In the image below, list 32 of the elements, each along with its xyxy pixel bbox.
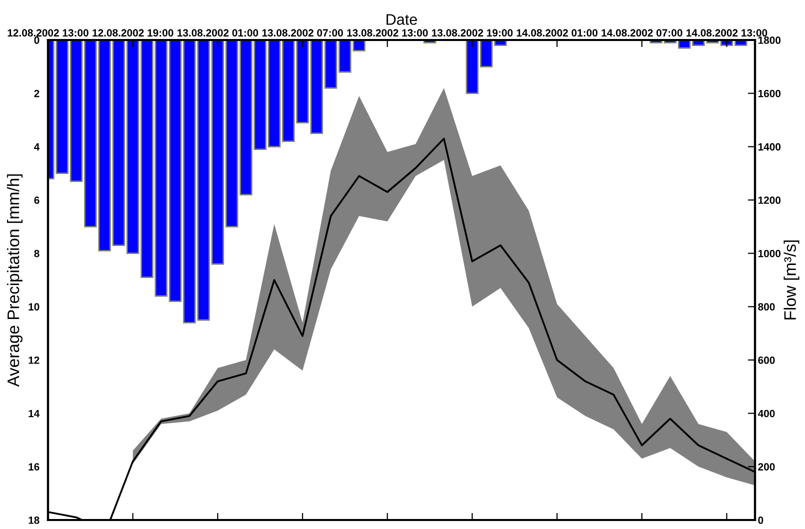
y-tick-label: 18 (28, 516, 40, 524)
x-tick-label: 13.08.2002 07:00 (262, 29, 343, 37)
y-tick-label: 4 (34, 143, 40, 150)
x-tick-label: 13.08.2002 19:00 (432, 29, 513, 37)
y-tick-label: 0 (34, 36, 40, 44)
y-tick-label: 14 (28, 410, 40, 418)
y-tick-label: 2 (34, 90, 40, 98)
y2-tick-label: 200 (758, 463, 775, 471)
y-tick-label: 12 (28, 356, 40, 364)
y2-tick-label: 400 (758, 410, 775, 418)
y2-tick-label: 1000 (758, 250, 781, 258)
x-tick-label: 14.08.2002 07:00 (602, 29, 682, 37)
x-tick-label: 14.08.2002 13:00 (686, 29, 768, 37)
y-tick-label: 10 (28, 303, 40, 311)
y2-tick-label: 1200 (758, 196, 781, 204)
x-tick-label: 12.08.2002 19:00 (92, 29, 174, 37)
y2-tick-label: 1600 (758, 90, 781, 98)
y-tick-label: 8 (34, 250, 40, 258)
x-tick-label: 13.08.2002 13:00 (347, 29, 428, 37)
y-tick-label: 16 (28, 463, 40, 471)
y-axis-title: Average Precipitation [mm/h] (6, 174, 23, 387)
x-tick-label: 14.08.2002 01:00 (516, 29, 598, 37)
y2-tick-label: 800 (758, 303, 775, 311)
x-tick-label: 12.08.2002 13:00 (8, 29, 88, 37)
x-axis-title: Date (386, 14, 417, 25)
x-tick-label: 13.08.2002 01:00 (178, 29, 258, 37)
y2-tick-label: 1400 (758, 143, 781, 151)
y2-tick-label: 1800 (758, 36, 781, 44)
y2-tick-label: 0 (758, 516, 764, 524)
y-tick-label: 6 (34, 196, 40, 204)
y2-tick-label: 600 (758, 356, 775, 364)
y2-axis-title: Flow [m³/s] (784, 240, 800, 320)
